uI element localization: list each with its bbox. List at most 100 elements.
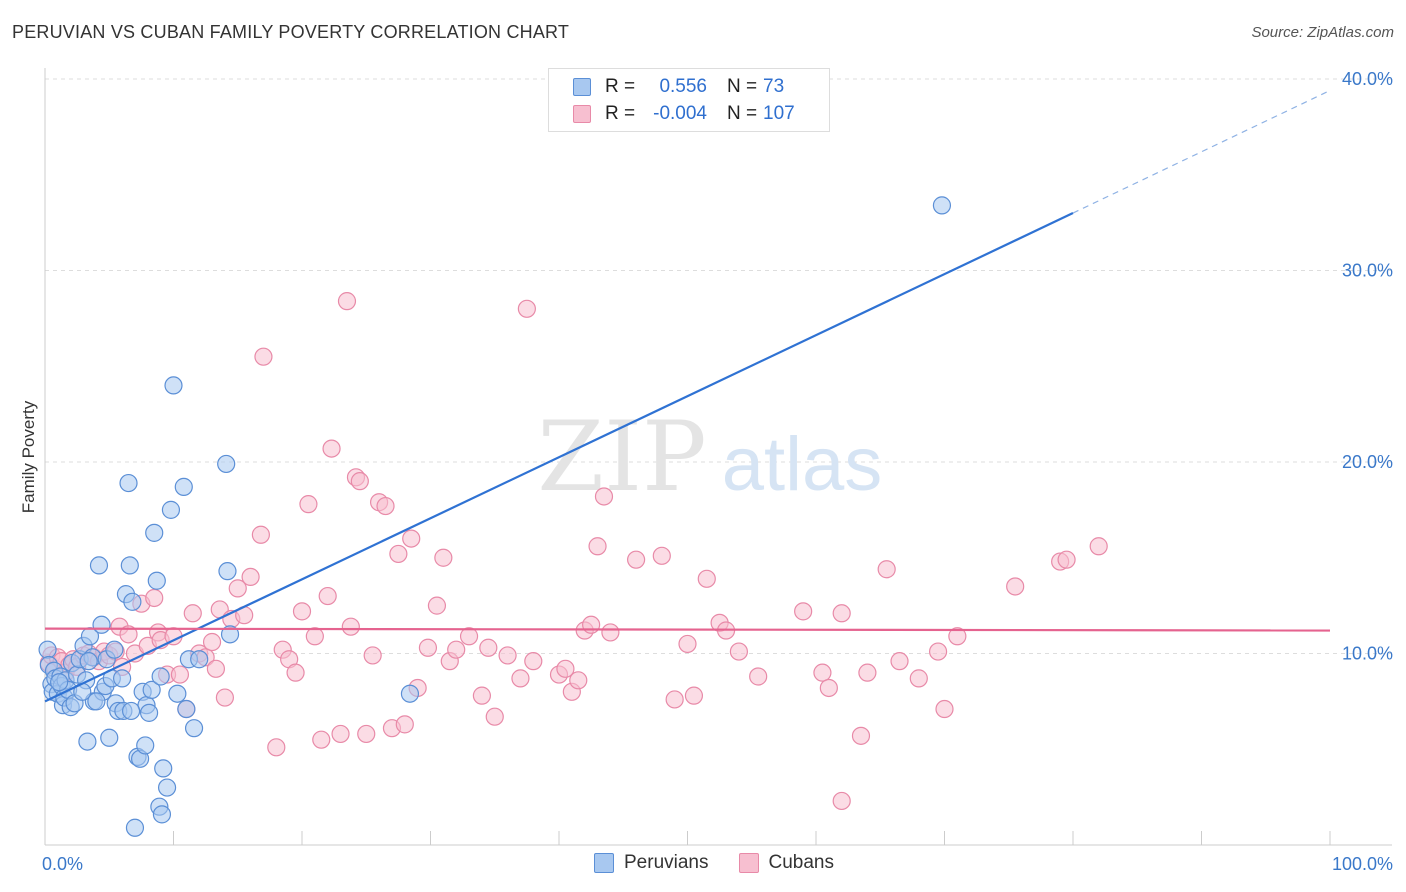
chart-title: PERUVIAN VS CUBAN FAMILY POVERTY CORRELA… — [12, 22, 570, 42]
cuban-swatch — [573, 105, 591, 123]
cuban-point — [832, 791, 851, 811]
cuban-point — [1006, 577, 1025, 596]
peruvian-point — [164, 376, 183, 395]
peruvian-point — [139, 703, 159, 722]
legend-row-cubans: R = -0.004 N = 107 — [573, 102, 795, 126]
cuban-point — [909, 669, 928, 688]
cuban-point — [459, 627, 479, 646]
n-value: 73 — [763, 76, 785, 97]
peruvian-swatch — [573, 78, 591, 96]
peruvian-point — [119, 473, 138, 493]
cuban-point — [832, 604, 851, 623]
peruvian-point — [120, 556, 139, 575]
cuban-point — [312, 730, 331, 749]
peruvian-point — [218, 562, 237, 581]
cuban-point — [228, 579, 247, 598]
peruvian-point — [89, 556, 109, 575]
peruvian-point — [125, 818, 145, 837]
x-tick-label: 0.0% — [42, 854, 83, 874]
cuban-point — [145, 588, 164, 608]
peruvian-point — [136, 736, 155, 755]
cuban-point — [299, 495, 318, 514]
cuban-point — [601, 623, 620, 642]
cuban-point — [251, 525, 270, 544]
watermark-zip: ZIP — [537, 401, 706, 513]
legend-label-peruvians: Peruvians — [624, 852, 709, 873]
cuban-point — [678, 634, 697, 654]
cuban-point — [819, 678, 838, 698]
legend-item-cubans[interactable]: Cubans — [738, 852, 835, 874]
peruvian-point — [92, 615, 111, 634]
cuban-swatch — [738, 853, 759, 873]
peruvian-point — [50, 673, 69, 692]
peruvian-point — [154, 759, 173, 778]
peruvian-point — [147, 571, 166, 590]
peruvian-point — [400, 684, 420, 703]
peruvian-point — [151, 667, 170, 686]
cuban-point — [851, 726, 871, 745]
legend-label-cubans: Cubans — [768, 852, 835, 873]
peruvian-point — [121, 701, 141, 721]
peruvian-point — [87, 692, 106, 711]
cuban-point — [341, 617, 360, 636]
cuban-point — [928, 642, 948, 661]
cuban-point — [517, 299, 536, 318]
cuban-point — [485, 707, 504, 726]
cuban-point — [626, 550, 646, 569]
trend-lines — [44, 89, 1331, 703]
cuban-point — [267, 738, 286, 757]
source-label: Source: ZipAtlas.com — [1251, 24, 1394, 41]
cuban-point — [594, 487, 614, 506]
cuban-point — [202, 632, 222, 652]
cuban-point — [813, 663, 832, 682]
cuban-point — [511, 669, 530, 688]
cuban-trend-line — [44, 627, 1331, 632]
peruvian-point — [168, 684, 187, 703]
peruvian-point — [100, 728, 119, 747]
n-label: N = — [727, 76, 758, 97]
cuban-point — [697, 569, 716, 588]
peruvian-point — [161, 500, 181, 519]
cuban-point — [254, 347, 273, 366]
legend-row-peruvians: R = 0.556 N = 73 — [573, 75, 784, 99]
peruvian-trend-extension — [1072, 89, 1331, 214]
peruvian-points — [38, 196, 952, 837]
cuban-point — [447, 640, 466, 659]
watermark: ZIP atlas — [537, 401, 882, 513]
r-value: 0.556 — [659, 76, 707, 97]
y-tick-label: 40.0% — [1342, 69, 1393, 89]
peruvian-point — [145, 523, 164, 542]
cuban-point — [524, 652, 543, 671]
cuban-point — [588, 537, 607, 556]
cuban-point — [472, 686, 491, 705]
n-label: N = — [727, 103, 758, 124]
cuban-point — [389, 544, 408, 564]
cuban-point — [569, 671, 588, 690]
cuban-point — [665, 690, 684, 709]
peruvian-point — [105, 640, 124, 659]
cuban-point — [794, 602, 813, 621]
cuban-point — [322, 439, 341, 458]
n-value: 107 — [763, 103, 795, 124]
peruvian-point — [142, 680, 161, 699]
watermark-atlas: atlas — [722, 422, 883, 507]
series-legend: Peruvians Cubans — [594, 852, 864, 874]
cuban-point — [1057, 550, 1076, 569]
cuban-point — [170, 665, 190, 684]
peruvian-point — [112, 669, 132, 688]
gridlines — [45, 78, 1392, 654]
cuban-point — [479, 638, 498, 657]
cuban-point — [1089, 537, 1108, 556]
cuban-point — [877, 560, 896, 579]
legend-item-peruvians[interactable]: Peruvians — [594, 852, 709, 874]
cuban-point — [337, 292, 357, 311]
y-tick-label: 10.0% — [1342, 644, 1393, 664]
cuban-point — [556, 659, 575, 678]
r-label: R = — [605, 103, 636, 124]
cuban-point — [582, 615, 601, 634]
y-axis-label: Family Poverty — [19, 400, 38, 513]
cuban-point — [418, 638, 438, 657]
y-tick-label: 30.0% — [1342, 261, 1393, 281]
cuban-point — [376, 496, 395, 516]
